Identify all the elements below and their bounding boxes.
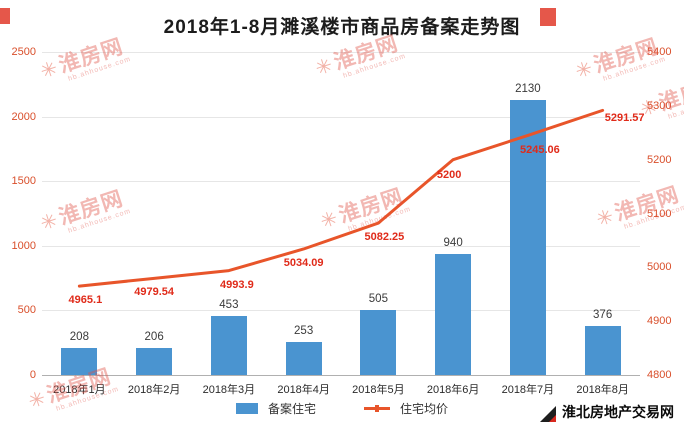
x-axis-label: 2018年7月 <box>501 384 555 396</box>
bar <box>360 309 397 375</box>
gridline <box>42 52 640 53</box>
line-value-label: 4979.54 <box>134 286 175 299</box>
y-axis-right-tick: 4900 <box>647 315 672 328</box>
legend: 备案住宅 住宅均价 <box>0 400 684 417</box>
line-value-label: 5034.09 <box>283 256 324 269</box>
line-value-label: 4965.1 <box>68 294 103 307</box>
x-axis-label: 2018年3月 <box>202 384 256 396</box>
x-axis-label: 2018年8月 <box>576 384 629 396</box>
bar-value-label: 206 <box>144 331 164 344</box>
gridline <box>42 116 640 118</box>
legend-line-swatch-icon <box>364 405 390 412</box>
line-value-label: 5200 <box>436 168 462 181</box>
gridline <box>42 245 640 247</box>
decor-red-square-topleft <box>0 8 10 24</box>
y-axis-right-tick: 5000 <box>647 261 672 274</box>
bar <box>61 348 98 375</box>
bar-value-label: 940 <box>443 236 463 249</box>
legend-line-label: 住宅均价 <box>400 402 449 416</box>
y-axis-right-tick: 4800 <box>647 369 672 381</box>
y-axis-left-tick: 2000 <box>11 110 36 123</box>
footer-logo-icon <box>540 406 556 422</box>
line-value-label: 5245.06 <box>519 144 560 157</box>
x-axis-label: 2018年4月 <box>277 384 330 396</box>
x-axis-label: 2018年5月 <box>352 384 405 396</box>
line-value-label: 5291.57 <box>604 112 645 125</box>
x-axis-label: 2018年2月 <box>127 384 181 396</box>
y-axis-left-tick: 500 <box>17 304 36 317</box>
y-axis-left-tick: 1000 <box>11 239 36 252</box>
y-axis-right-tick: 5200 <box>647 153 672 166</box>
gridline <box>42 181 640 183</box>
decor-red-square-topright <box>540 8 556 26</box>
bar-value-label: 453 <box>219 299 239 312</box>
y-axis-right-tick: 5300 <box>647 99 672 112</box>
legend-bar-label: 备案住宅 <box>267 402 316 416</box>
bar-value-label: 253 <box>294 325 314 338</box>
x-axis-label: 2018年1月 <box>53 384 106 396</box>
y-axis-left-tick: 0 <box>29 369 36 381</box>
y-axis-left-tick: 2500 <box>11 46 36 58</box>
legend-bar-swatch-icon <box>235 403 258 414</box>
line-value-label: 5082.25 <box>364 231 405 244</box>
bar-value-label: 376 <box>593 309 613 322</box>
y-axis-right-tick: 5400 <box>647 46 672 58</box>
plot-area: 0 500 1000 1500 2000 2500 4800 4900 5000 5100 5200… <box>12 46 672 396</box>
bar-value-label: 208 <box>69 331 89 344</box>
bar-value-label: 505 <box>368 292 388 305</box>
price-line <box>77 108 605 288</box>
bar <box>285 342 322 375</box>
bar <box>435 253 472 375</box>
chart-title: 2018年1-8月濉溪楼市商品房备案走势图 <box>163 17 521 38</box>
bar <box>509 99 546 375</box>
footer-brand: 淮北房地产交易网 <box>540 402 674 422</box>
bar <box>210 316 247 375</box>
footer-brand-text: 淮北房地产交易网 <box>562 404 674 420</box>
bar <box>584 326 621 375</box>
y-axis-left-tick: 1500 <box>11 175 36 188</box>
line-value-label: 4993.9 <box>220 278 254 291</box>
y-axis-right-tick: 5100 <box>647 207 672 220</box>
x-axis-label: 2018年6月 <box>426 384 480 396</box>
bar-value-label: 2130 <box>515 82 541 95</box>
bar <box>136 348 173 375</box>
gridline <box>42 310 640 312</box>
